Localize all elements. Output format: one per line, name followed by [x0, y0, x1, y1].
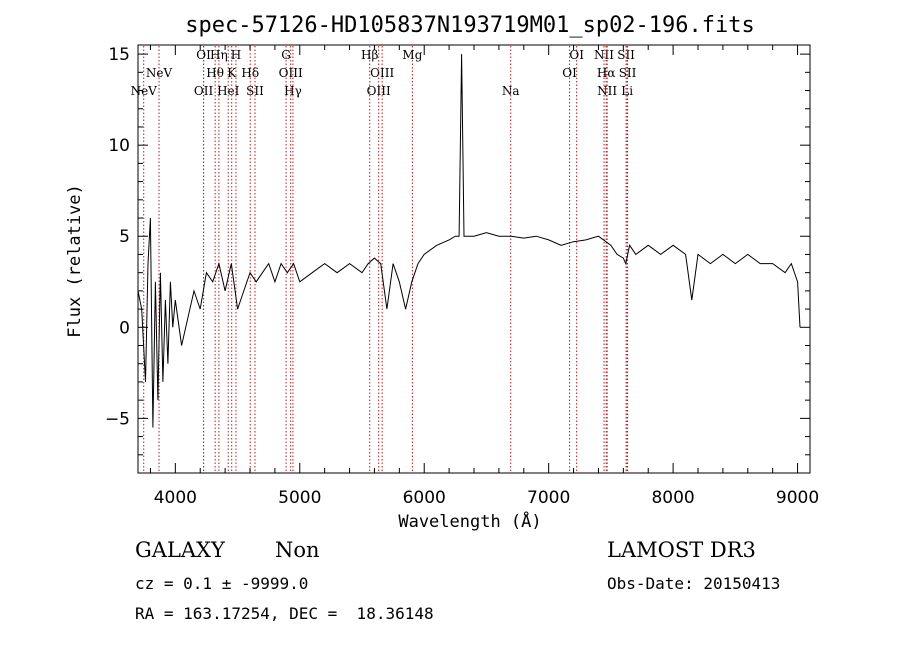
x-axis-title: Wavelength (Å) [398, 510, 541, 532]
redshift-cz: cz = 0.1 ± -9999.0 [135, 574, 309, 593]
line-label-15: OIII [370, 66, 394, 80]
line-label-20: OI [562, 66, 577, 80]
ra-dec: RA = 163.17254, DEC = 18.36148 [135, 604, 434, 623]
line-label-12: OIII [279, 66, 303, 80]
y-tick-label-10: 10 [108, 136, 130, 156]
y-tick-label-5: 5 [119, 227, 130, 247]
y-tick-label--5: −5 [105, 409, 130, 429]
line-label-2: OII [194, 84, 214, 98]
line-label-9: Hδ [241, 66, 259, 80]
line-label-25: SII [619, 66, 637, 80]
x-tick-label-6000: 6000 [403, 488, 446, 508]
line-label-23: NII [597, 84, 617, 98]
line-label-18: Na [502, 84, 520, 98]
line-label-14: Hβ [361, 48, 378, 62]
line-label-22: Hα [597, 66, 616, 80]
axis-ticks: 4000 5000 6000 7000 8000 9000 −5 0 5 10 15 [105, 45, 819, 508]
x-tick-label-9000: 9000 [776, 488, 819, 508]
x-tick-label-7000: 7000 [527, 488, 570, 508]
line-label-1: NeV [146, 66, 173, 80]
plot-frame [137, 44, 811, 474]
series-layer [137, 54, 801, 428]
line-label-7: K [227, 66, 237, 80]
object-class: GALAXY [135, 538, 225, 562]
line-label-24: SII [617, 48, 635, 62]
line-label-26: Li [621, 84, 633, 98]
x-tick-label-8000: 8000 [651, 488, 694, 508]
line-label-21: NII [594, 48, 614, 62]
line-label-5: Hη [210, 48, 228, 62]
line-label-19: OI [569, 48, 584, 62]
series-line-0 [137, 54, 801, 428]
chart-title: spec-57126-HD105837N193719M01_sp02-196.f… [185, 13, 755, 38]
line-label-4: Hθ [206, 66, 224, 80]
line-label-0: NeV [131, 84, 158, 98]
line-label-3: OI [196, 48, 211, 62]
line-label-11: G [281, 48, 291, 62]
line-label-17: Mg [402, 48, 422, 62]
line-label-10: SII [246, 84, 264, 98]
object-subclass: Non [275, 538, 320, 562]
survey-name: LAMOST DR3 [607, 538, 756, 562]
x-tick-label-5000: 5000 [278, 488, 321, 508]
line-label-8: H [231, 48, 241, 62]
observation-date: Obs-Date: 20150413 [607, 574, 781, 593]
y-tick-label-0: 0 [119, 318, 130, 338]
y-tick-label-15: 15 [108, 45, 130, 65]
line-label-13: Hγ [284, 84, 302, 98]
x-tick-label-4000: 4000 [154, 488, 197, 508]
line-label-6: HeI [217, 84, 240, 98]
y-axis-title: Flux (relative) [65, 184, 85, 338]
line-label-16: OIII [367, 84, 391, 98]
